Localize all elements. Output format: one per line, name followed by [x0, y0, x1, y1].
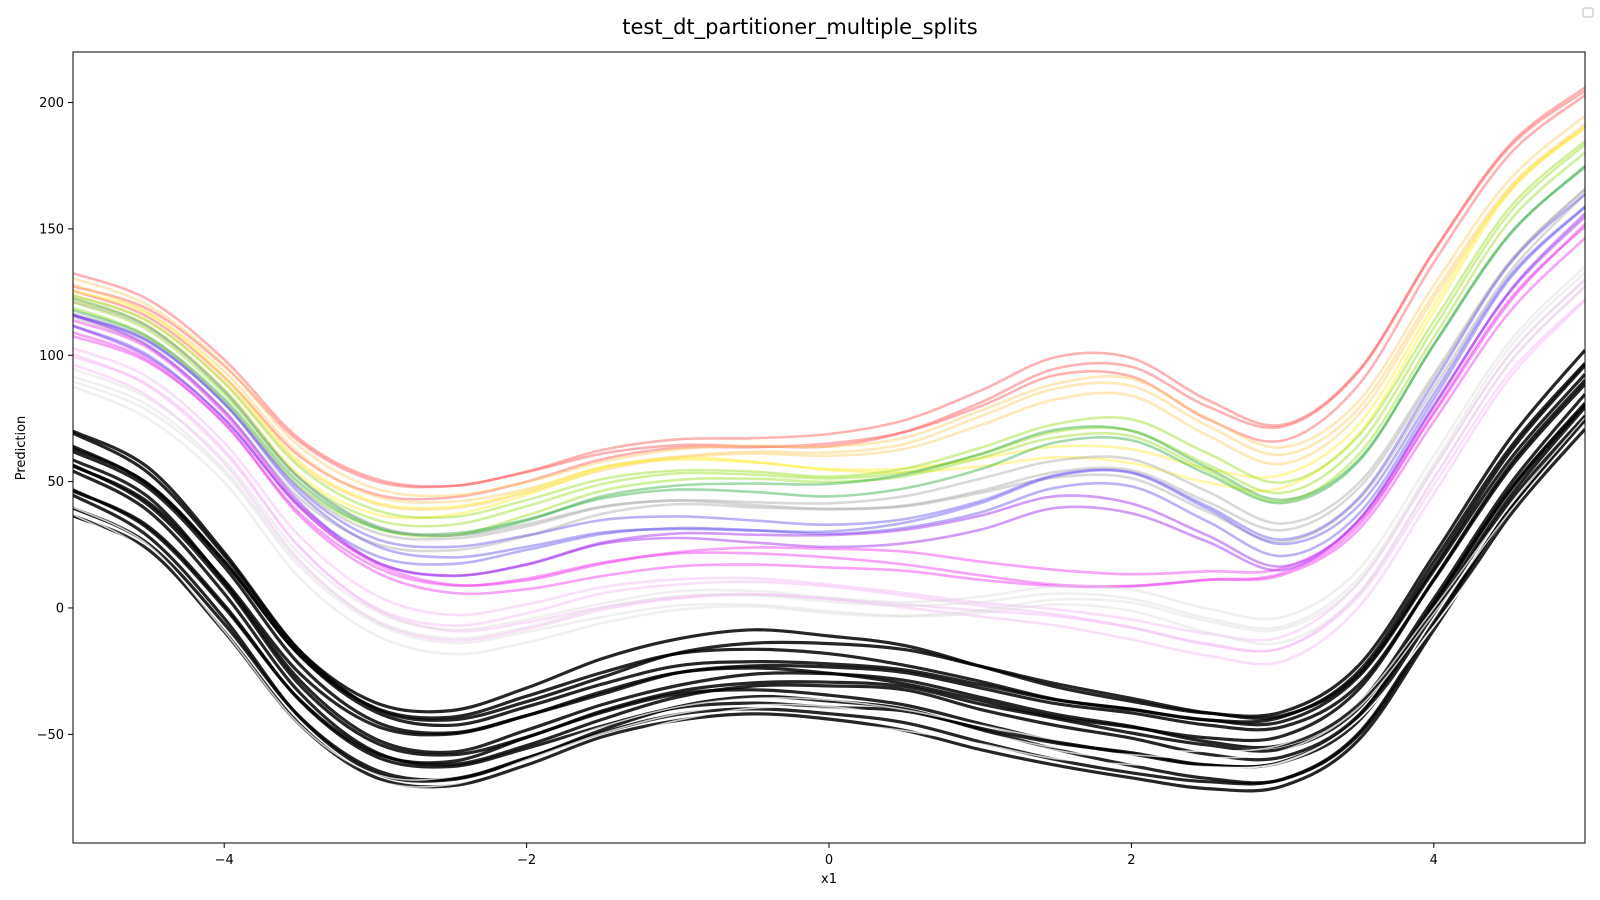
- series-line: [73, 94, 1585, 501]
- y-axis-label: Prediction: [14, 416, 29, 481]
- series-line: [73, 383, 1585, 735]
- x-axis-label: x1: [821, 872, 837, 887]
- series-line: [73, 114, 1585, 498]
- y-tick-label: 200: [39, 96, 64, 111]
- y-tick-label: 50: [47, 475, 64, 490]
- series-line: [73, 271, 1585, 640]
- series-line: [73, 206, 1585, 566]
- x-tick-label: 4: [1430, 853, 1438, 868]
- series-line: [73, 279, 1585, 645]
- series-line: [73, 122, 1585, 504]
- legend-box[interactable]: [1582, 7, 1594, 18]
- x-tick-label: 0: [825, 853, 833, 868]
- series-line: [73, 86, 1585, 488]
- series-line: [73, 432, 1585, 801]
- series-line: [73, 205, 1585, 559]
- series-line: [73, 126, 1585, 520]
- series-line: [73, 349, 1585, 718]
- series-line: [73, 237, 1585, 596]
- x-axis: −4 −2 0 2 4: [215, 843, 1438, 868]
- series-line: [73, 222, 1585, 587]
- x-tick-label: 2: [1127, 853, 1135, 868]
- series-line: [73, 124, 1585, 511]
- series-line: [73, 362, 1585, 724]
- y-tick-label: −50: [37, 728, 64, 743]
- series-line: [73, 406, 1585, 767]
- series-line: [73, 423, 1585, 788]
- series-line: [73, 285, 1585, 653]
- series-line: [73, 89, 1585, 489]
- series-line: [73, 151, 1585, 538]
- series-line: [73, 225, 1585, 588]
- series-line: [73, 164, 1585, 537]
- y-tick-label: 150: [39, 222, 64, 237]
- series-line: [73, 215, 1585, 577]
- series-line: [73, 187, 1585, 537]
- series-line: [73, 126, 1585, 510]
- plot-lines: [73, 86, 1585, 801]
- y-tick-label: 0: [56, 601, 64, 616]
- x-tick-label: −4: [215, 853, 234, 868]
- series-line: [73, 166, 1585, 536]
- series-line: [73, 298, 1585, 653]
- series-line: [73, 192, 1585, 549]
- series-line: [73, 140, 1585, 520]
- series-line: [73, 299, 1585, 666]
- series-line: [73, 379, 1585, 743]
- series-line: [73, 193, 1585, 553]
- x-tick-label: −2: [517, 853, 536, 868]
- series-line: [73, 416, 1585, 785]
- series-line: [73, 278, 1585, 642]
- y-axis: −50 0 50 100 150 200: [37, 96, 73, 743]
- series-line: [73, 265, 1585, 631]
- series-line: [73, 188, 1585, 541]
- y-tick-label: 100: [39, 349, 64, 364]
- series-line: [73, 143, 1585, 528]
- series-line: [73, 417, 1585, 781]
- series-line: [73, 212, 1585, 578]
- chart-title: test_dt_partitioner_multiple_splits: [622, 15, 977, 40]
- series-line: [73, 286, 1585, 656]
